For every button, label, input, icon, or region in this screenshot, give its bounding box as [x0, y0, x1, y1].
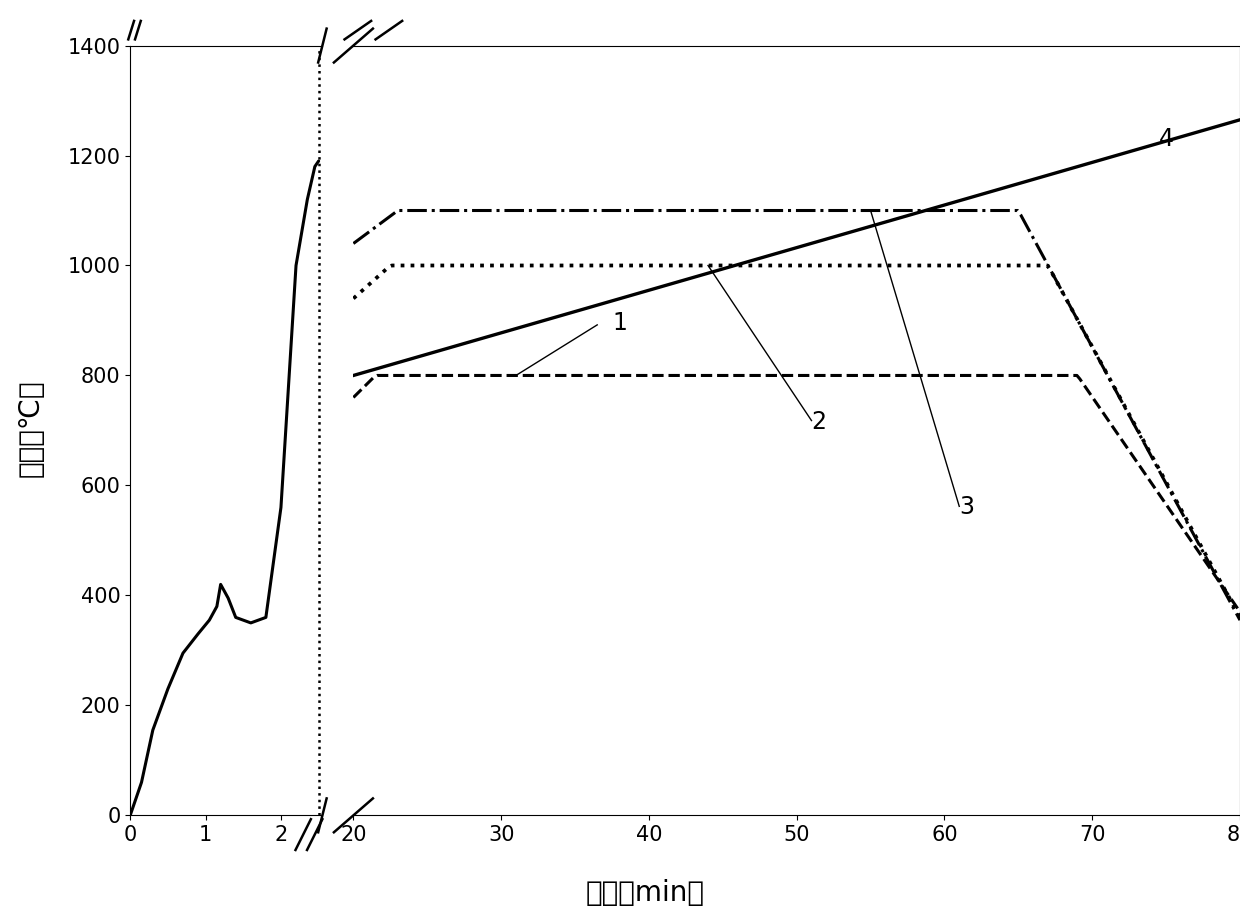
Text: 3: 3: [959, 496, 975, 519]
Text: 4: 4: [1158, 127, 1174, 150]
Text: 时间（min）: 时间（min）: [585, 879, 704, 906]
Text: 2: 2: [811, 410, 826, 435]
Text: 温度（℃）: 温度（℃）: [17, 379, 45, 477]
Text: 1: 1: [613, 312, 626, 335]
